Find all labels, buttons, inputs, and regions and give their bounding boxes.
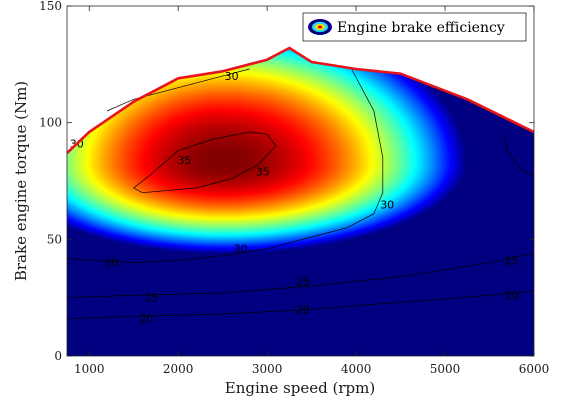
x-tick-label-0: 1000 xyxy=(74,362,105,376)
legend-box xyxy=(302,12,527,42)
x-tick-label-1: 2000 xyxy=(163,362,194,376)
contour-line-30-3 xyxy=(502,134,534,177)
contour-label-3: 30 xyxy=(225,70,239,83)
y-tick-label-1: 50 xyxy=(47,232,62,246)
y-tick-label-3: 150 xyxy=(39,0,62,13)
legend-swatch-icon xyxy=(308,19,332,35)
y-axis-title: Brake engine torque (Nm) xyxy=(12,81,30,281)
contour-label-10: 20 xyxy=(139,313,153,326)
contour-label-11: 20 xyxy=(296,303,310,316)
contour-line-25-4 xyxy=(67,252,534,299)
contour-label-8: 25 xyxy=(296,275,310,288)
efficiency-heatmap xyxy=(67,48,534,356)
contour-label-5: 30 xyxy=(234,243,248,256)
contour-label-9: 25 xyxy=(505,254,519,267)
contour-line-30-2 xyxy=(67,68,384,264)
x-tick-label-4: 5000 xyxy=(430,362,461,376)
contour-label-0: 35 xyxy=(177,154,191,167)
contour-label-12: 20 xyxy=(505,289,519,302)
legend: Engine brake efficiency xyxy=(302,12,527,42)
legend-label: Engine brake efficiency xyxy=(337,20,505,36)
contour-line-20-5 xyxy=(67,290,534,320)
x-axis-title: Engine speed (rpm) xyxy=(225,379,375,397)
contour-lines xyxy=(67,68,534,320)
contour-label-4: 30 xyxy=(105,257,119,270)
plot-frame xyxy=(66,5,535,357)
y-tick-label-2: 100 xyxy=(39,116,62,130)
contour-label-7: 25 xyxy=(145,292,159,305)
x-tick-label-2: 3000 xyxy=(252,362,283,376)
x-tick-label-5: 6000 xyxy=(519,362,550,376)
max-torque-curve xyxy=(67,46,534,154)
y-tick-label-0: 0 xyxy=(54,349,62,363)
contour-line-35-0 xyxy=(133,131,277,194)
axes: 1000 2000 3000 4000 5000 6000 0 50 100 150 xyxy=(39,0,549,376)
contour-label-6: 30 xyxy=(380,198,394,211)
x-tick-label-3: 4000 xyxy=(341,362,372,376)
contour-line-30-1 xyxy=(106,68,250,112)
contour-label-1: 35 xyxy=(256,166,270,179)
